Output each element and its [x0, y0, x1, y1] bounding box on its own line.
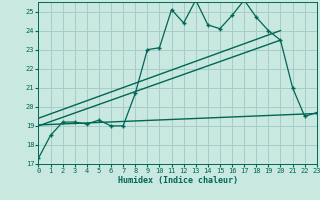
X-axis label: Humidex (Indice chaleur): Humidex (Indice chaleur) [118, 176, 238, 185]
